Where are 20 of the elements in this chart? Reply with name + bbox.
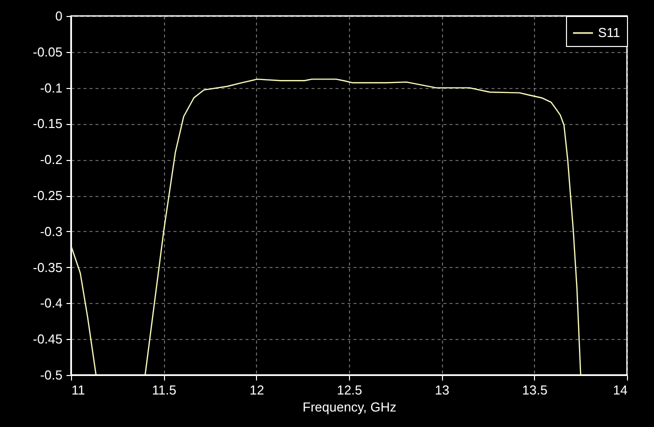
x-tick-label: 13 — [434, 382, 450, 398]
x-tick-label: 13.5 — [522, 382, 548, 398]
y-tick-label: -0.2 — [40, 152, 62, 168]
y-tick-label: -0.15 — [32, 116, 62, 132]
y-tick-label: -0.05 — [32, 44, 62, 60]
x-tick-label: 12.5 — [336, 382, 362, 398]
x-tick-label: 12 — [250, 382, 264, 398]
y-tick-label: -0.5 — [40, 368, 62, 382]
y-tick-label: -0.3 — [40, 224, 62, 239]
y-tick-label: -0.25 — [32, 188, 62, 203]
y-tick-label: -0.4 — [40, 296, 62, 311]
x-axis-title: Frequency, GHz — [302, 400, 396, 414]
y-tick-label: -0.35 — [32, 260, 62, 275]
x-tick-label: 11 — [72, 382, 85, 398]
y-tick-label: 0 — [55, 8, 62, 24]
y-tick-label: -0.45 — [32, 332, 62, 347]
legend-label: S11 — [598, 25, 620, 40]
x-tick-label: 14 — [613, 382, 628, 398]
x-tick-label: 11.5 — [152, 382, 176, 398]
y-tick-label: -0.1 — [40, 80, 62, 96]
